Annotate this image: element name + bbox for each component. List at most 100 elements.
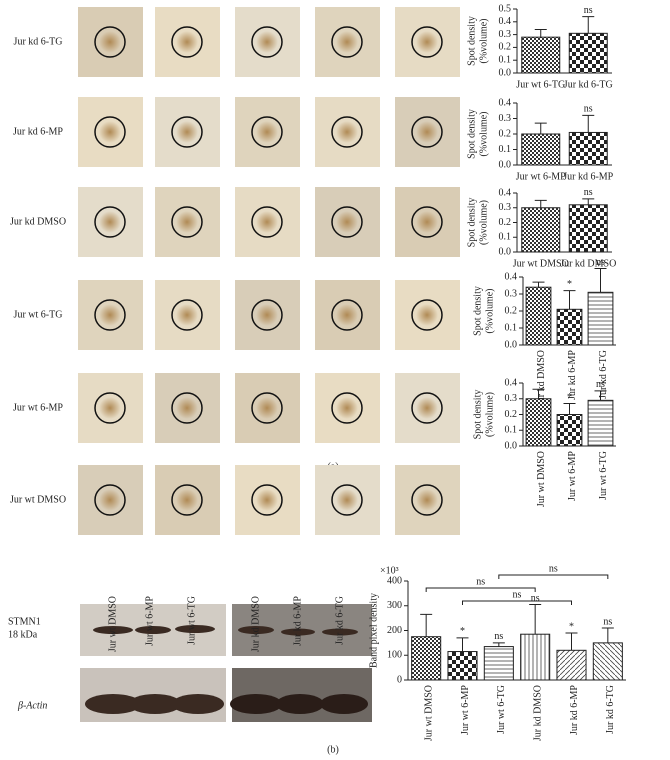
- y-tick-label: 300: [387, 600, 402, 611]
- control-label: β-Actin: [17, 700, 47, 711]
- y-tick-label: 0.3: [499, 113, 512, 124]
- y-axis-label: Spot density: [466, 16, 477, 66]
- y-axis-label: (%volume): [478, 112, 489, 157]
- spot-outline: [171, 392, 203, 424]
- error-bar: [565, 632, 578, 651]
- comparison-bracket: [498, 574, 609, 579]
- x-tick-label: Jur kd DMSO: [532, 685, 543, 741]
- bar: [568, 204, 608, 253]
- protein-spot: [176, 31, 198, 53]
- comparison-bracket: [462, 600, 572, 605]
- error-bar: [529, 604, 542, 635]
- bar: [587, 399, 614, 447]
- significance: ns: [584, 104, 593, 115]
- spot-outline: [411, 392, 443, 424]
- panel-label: (b): [327, 744, 339, 755]
- lane-label: Jur kd 6-TG: [334, 596, 345, 645]
- error-bar: [594, 390, 607, 401]
- bar: [521, 133, 561, 166]
- comparison-label: ns: [549, 563, 558, 574]
- x-tick-label: Jur wt DMSO: [423, 685, 434, 741]
- significance: ns: [603, 616, 612, 627]
- spot-outline: [94, 26, 126, 58]
- spot-outline: [171, 299, 203, 331]
- y-axis-label: Spot density: [472, 390, 483, 440]
- protein-spot: [99, 211, 121, 233]
- spot-outline: [331, 299, 363, 331]
- protein-spot: [99, 31, 121, 53]
- y-tick-label: 0.4: [499, 16, 512, 27]
- lane-label: Jur kd DMSO: [250, 596, 261, 652]
- x-tick-label: Jur kd 6-TG: [598, 350, 609, 399]
- y-tick-label: 0.2: [505, 409, 518, 420]
- protein-spot: [256, 211, 278, 233]
- error-bar: [594, 268, 607, 293]
- spot-outline: [251, 116, 283, 148]
- error-bar: [534, 199, 547, 208]
- x-tick-label: Jur kd DMSO: [560, 258, 616, 269]
- bands: [85, 625, 368, 714]
- error-bar: [456, 637, 469, 652]
- bar: [411, 636, 442, 681]
- y-tick-label: 0.1: [505, 425, 518, 436]
- bar: [592, 642, 623, 681]
- y-axis-label: Band pixel density: [368, 593, 379, 668]
- y-tick-label: 0.4: [499, 97, 512, 108]
- significance: *: [460, 626, 465, 637]
- y-axis-label: (%volume): [484, 289, 495, 334]
- spot-outline: [94, 206, 126, 238]
- protein-spot: [256, 489, 278, 511]
- y-tick-label: 0.1: [499, 144, 512, 155]
- x-tick-label: Jur wt 6-MP: [516, 171, 566, 182]
- y-tick-label: 0.0: [499, 67, 512, 78]
- significance: ns: [596, 257, 605, 268]
- protein-spot: [99, 489, 121, 511]
- spot-outline: [94, 484, 126, 516]
- spot-outline: [411, 484, 443, 516]
- spot-outline: [171, 206, 203, 238]
- y-axis-label: (%volume): [478, 19, 489, 64]
- protein-spot: [416, 211, 438, 233]
- error-bar: [534, 28, 547, 38]
- spot-outline: [251, 26, 283, 58]
- spot-outline: [331, 206, 363, 238]
- bar: [556, 414, 583, 447]
- protein-spot: [176, 397, 198, 419]
- protein-label: STMN1: [8, 616, 41, 627]
- y-axis-label: Spot density: [466, 109, 477, 159]
- error-bar: [420, 613, 433, 637]
- protein-spot: [99, 397, 121, 419]
- y-tick-label: 0.4: [505, 377, 518, 388]
- error-bar: [582, 114, 595, 133]
- bar: [556, 308, 583, 346]
- size-label: 18 kDa: [8, 629, 38, 640]
- x-tick-label: Jur wt 6-TG: [516, 79, 565, 90]
- spot-outline: [94, 299, 126, 331]
- significance: *: [569, 621, 574, 632]
- y-tick-label: 0.1: [499, 232, 512, 243]
- error-bar: [532, 388, 545, 399]
- row-label: Jur wt 6-MP: [13, 402, 63, 413]
- y-axis-label: Spot density: [466, 198, 477, 248]
- bar: [525, 398, 552, 447]
- y-tick-label: 0.2: [505, 305, 518, 316]
- error-bar: [601, 627, 614, 643]
- spot-outline: [331, 26, 363, 58]
- x-tick-label: Jur kd 6-MP: [563, 171, 613, 182]
- row-label: Jur wt DMSO: [10, 494, 66, 505]
- protein-spot: [336, 397, 358, 419]
- y-tick-label: 400: [387, 575, 402, 586]
- protein-spot: [176, 304, 198, 326]
- y-multiplier: ×10³: [380, 565, 399, 576]
- protein-spot: [336, 211, 358, 233]
- x-tick-label: Jur kd 6-MP: [567, 350, 578, 400]
- x-tick-label: Jur wt 6-TG: [496, 685, 507, 734]
- lane-label: Jur wt 6-TG: [186, 596, 197, 645]
- error-bar: [532, 281, 545, 288]
- significance: ns: [584, 5, 593, 16]
- spot-outline: [411, 26, 443, 58]
- significance: ns: [596, 379, 605, 390]
- spot-outline: [94, 116, 126, 148]
- spot-outline: [171, 116, 203, 148]
